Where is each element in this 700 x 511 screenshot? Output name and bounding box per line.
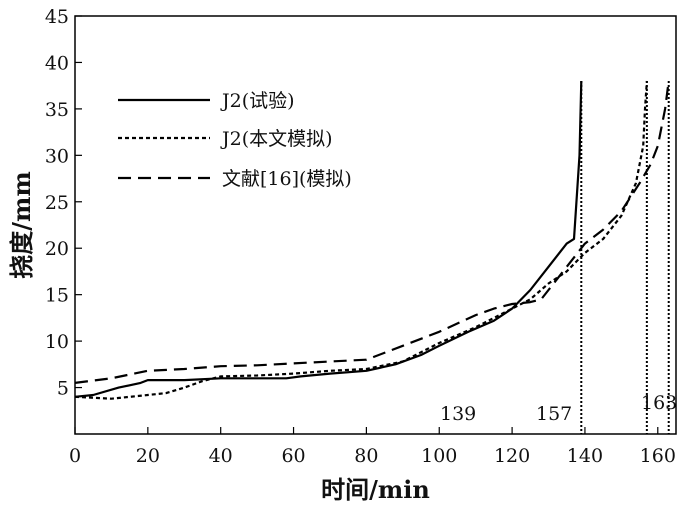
annotation-label: 163 [641, 392, 677, 414]
y-tick-label: 15 [45, 285, 69, 307]
annotation-lines [580, 81, 670, 434]
legend-label: J2(试验) [220, 90, 295, 112]
annotation-labels: 139 157 163 [440, 392, 677, 425]
y-tick-label: 25 [45, 192, 69, 214]
y-axis-title: 挠度/mm [7, 171, 36, 279]
y-tick-label: 45 [45, 6, 69, 28]
x-tick-label: 0 [69, 445, 81, 467]
y-tick-label: 10 [45, 331, 69, 353]
x-tick-label: 40 [209, 445, 233, 467]
annotation-label: 157 [536, 403, 572, 425]
x-tick-label: 100 [421, 445, 457, 467]
y-tick-label: 30 [45, 145, 69, 167]
y-tick-label: 35 [45, 99, 69, 121]
annotation-label: 139 [440, 403, 476, 425]
y-tick-label: 5 [57, 378, 69, 400]
legend-label: 文献[16](模拟) [222, 168, 352, 190]
x-tick-label: 80 [354, 445, 378, 467]
x-tick-label: 20 [136, 445, 160, 467]
y-tick-label: 20 [45, 238, 69, 260]
plot-frame [74, 15, 677, 435]
x-tick-label: 140 [567, 445, 603, 467]
x-tick-label: 120 [494, 445, 530, 467]
series-line-3 [74, 80, 670, 384]
x-tick-label: 160 [640, 445, 676, 467]
axis-ticks: 0 20 40 60 80 100 120 140 160 5 10 15 20 25 30 35 40 45 [45, 6, 676, 467]
series-line-1 [74, 80, 583, 398]
x-axis-title: 时间/min [321, 475, 430, 504]
series-lines [74, 80, 670, 400]
legend: J2(试验) J2(本文模拟) 文献[16](模拟) [118, 90, 352, 190]
legend-label: J2(本文模拟) [220, 128, 333, 150]
x-tick-label: 60 [281, 445, 305, 467]
y-tick-label: 40 [45, 52, 69, 74]
series-line-2 [74, 80, 648, 400]
